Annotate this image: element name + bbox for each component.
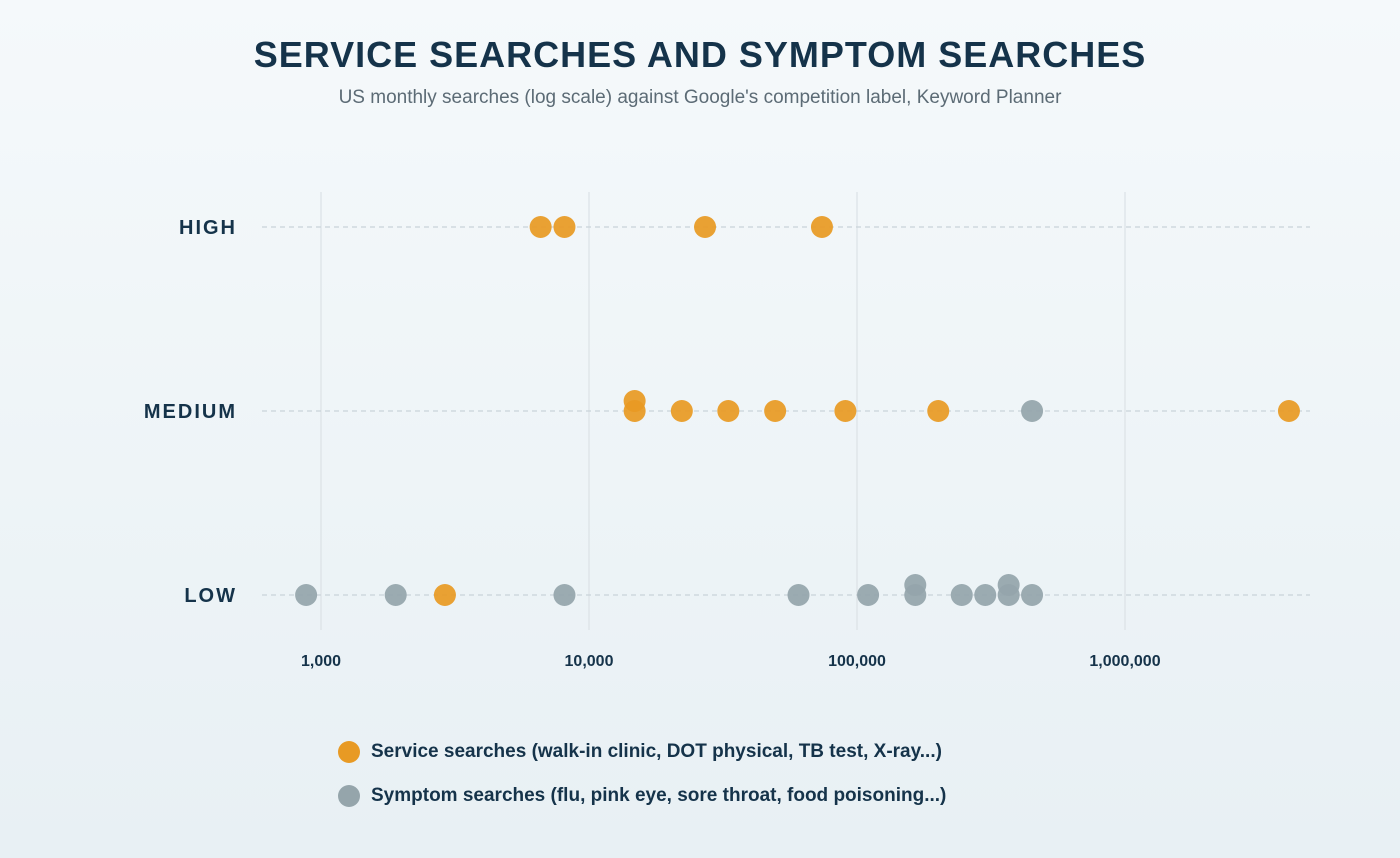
- legend-item-symptom: Symptom searches (flu, pink eye, sore th…: [338, 774, 946, 818]
- service-point: [529, 216, 552, 238]
- service-point: [927, 400, 950, 422]
- symptom-point: [904, 574, 927, 596]
- service-point: [1277, 400, 1300, 422]
- x-tick-label: 1,000: [301, 653, 341, 670]
- symptom-point: [384, 584, 407, 606]
- service-point: [623, 390, 646, 412]
- service-point: [433, 584, 456, 606]
- symptom-point: [997, 574, 1020, 596]
- legend-swatch-symptom: [338, 785, 360, 807]
- symptom-point: [787, 584, 810, 606]
- chart-subtitle: US monthly searches (log scale) against …: [338, 87, 1062, 108]
- symptom-point: [857, 584, 880, 606]
- service-point: [764, 400, 787, 422]
- legend-label-service: Service searches (walk-in clinic, DOT ph…: [371, 741, 942, 762]
- service-point: [694, 216, 717, 238]
- x-tick-label: 100,000: [828, 653, 886, 670]
- y-category-label: MEDIUM: [144, 401, 237, 423]
- legend-item-service: Service searches (walk-in clinic, DOT ph…: [338, 730, 946, 774]
- service-point: [717, 400, 740, 422]
- service-point: [553, 216, 576, 238]
- symptom-point: [974, 584, 997, 606]
- symptom-point: [950, 584, 973, 606]
- x-tick-label: 1,000,000: [1089, 653, 1160, 670]
- y-category-label: LOW: [184, 585, 237, 607]
- symptom-point: [553, 584, 576, 606]
- legend: Service searches (walk-in clinic, DOT ph…: [338, 730, 946, 818]
- symptom-point: [295, 584, 318, 606]
- legend-swatch-service: [338, 741, 360, 763]
- symptom-point: [1021, 584, 1044, 606]
- legend-label-symptom: Symptom searches (flu, pink eye, sore th…: [371, 785, 947, 806]
- service-point: [670, 400, 693, 422]
- x-tick-label: 10,000: [565, 653, 614, 670]
- service-point: [834, 400, 857, 422]
- chart-title: SERVICE SEARCHES AND SYMPTOM SEARCHES: [253, 34, 1147, 75]
- symptom-point: [1021, 400, 1044, 422]
- service-point: [810, 216, 833, 238]
- y-category-label: HIGH: [179, 217, 237, 239]
